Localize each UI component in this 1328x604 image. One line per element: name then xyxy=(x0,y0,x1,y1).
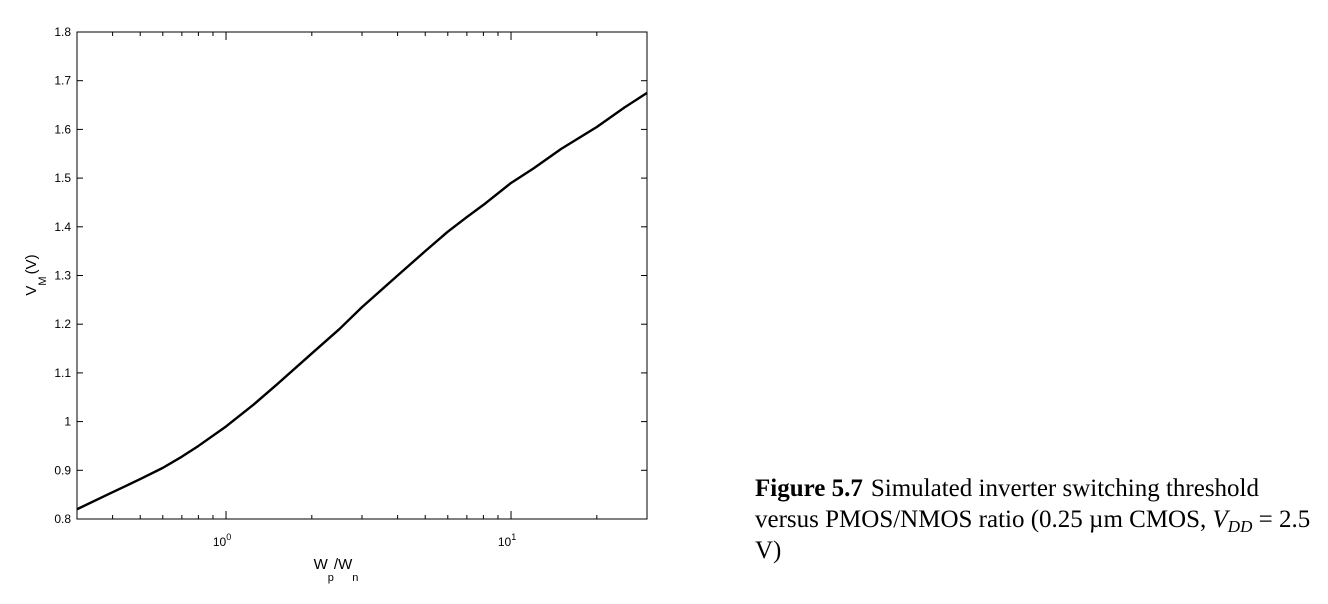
y-tick-label: 0.8 xyxy=(54,512,71,526)
y-tick-label: 1 xyxy=(64,415,71,429)
x-tick-label: 100 xyxy=(213,532,231,549)
y-tick-label: 1.1 xyxy=(54,366,71,380)
chart: 0.8 0.9 1 1.1 1.2 1.3 1.4 1.5 1.6 1.7 1.8 100 101 W… xyxy=(23,25,648,584)
y-tick-label: 1.6 xyxy=(54,122,71,136)
y-tick-label: 0.9 xyxy=(54,463,71,477)
y-axis-ticks: 0.8 0.9 1 1.1 1.2 1.3 1.4 1.5 1.6 1.7 1.8 xyxy=(54,25,647,526)
y-axis-label-unit: (V) xyxy=(23,254,40,274)
x-axis-ticks: 100 101 xyxy=(76,32,648,549)
y-tick-label: 1.8 xyxy=(54,25,71,39)
y-axis-label-sub: M xyxy=(37,276,49,285)
y-axis-label-main: V xyxy=(23,286,40,296)
caption-text-end: = 2.5 V) xyxy=(755,506,1311,564)
x-axis-label-sub1: p xyxy=(328,572,334,584)
caption-vdd: VDD xyxy=(1212,506,1253,536)
caption-text: Simulated inverter switching threshold v… xyxy=(755,475,1259,533)
x-tick-label: 101 xyxy=(498,532,516,549)
plot-frame xyxy=(76,31,648,520)
y-tick-label: 1.5 xyxy=(54,171,71,185)
y-tick-label: 1.7 xyxy=(54,74,71,88)
x-axis-label: Wp/Wn xyxy=(314,556,359,584)
figure-label: Figure 5.7 xyxy=(755,475,863,502)
series-line xyxy=(76,91,648,511)
x-axis-label-mid: /W xyxy=(334,556,353,573)
y-tick-label: 1.2 xyxy=(54,317,71,331)
x-axis-label-sub2: n xyxy=(352,572,358,584)
y-tick-label: 1.3 xyxy=(54,269,71,283)
figure-caption: Figure 5.7 Simulated inverter switching t… xyxy=(755,473,1315,566)
y-tick-label: 1.4 xyxy=(54,220,71,234)
y-axis-label: VM (V) xyxy=(23,254,49,295)
x-axis-label-main: W xyxy=(314,556,329,573)
